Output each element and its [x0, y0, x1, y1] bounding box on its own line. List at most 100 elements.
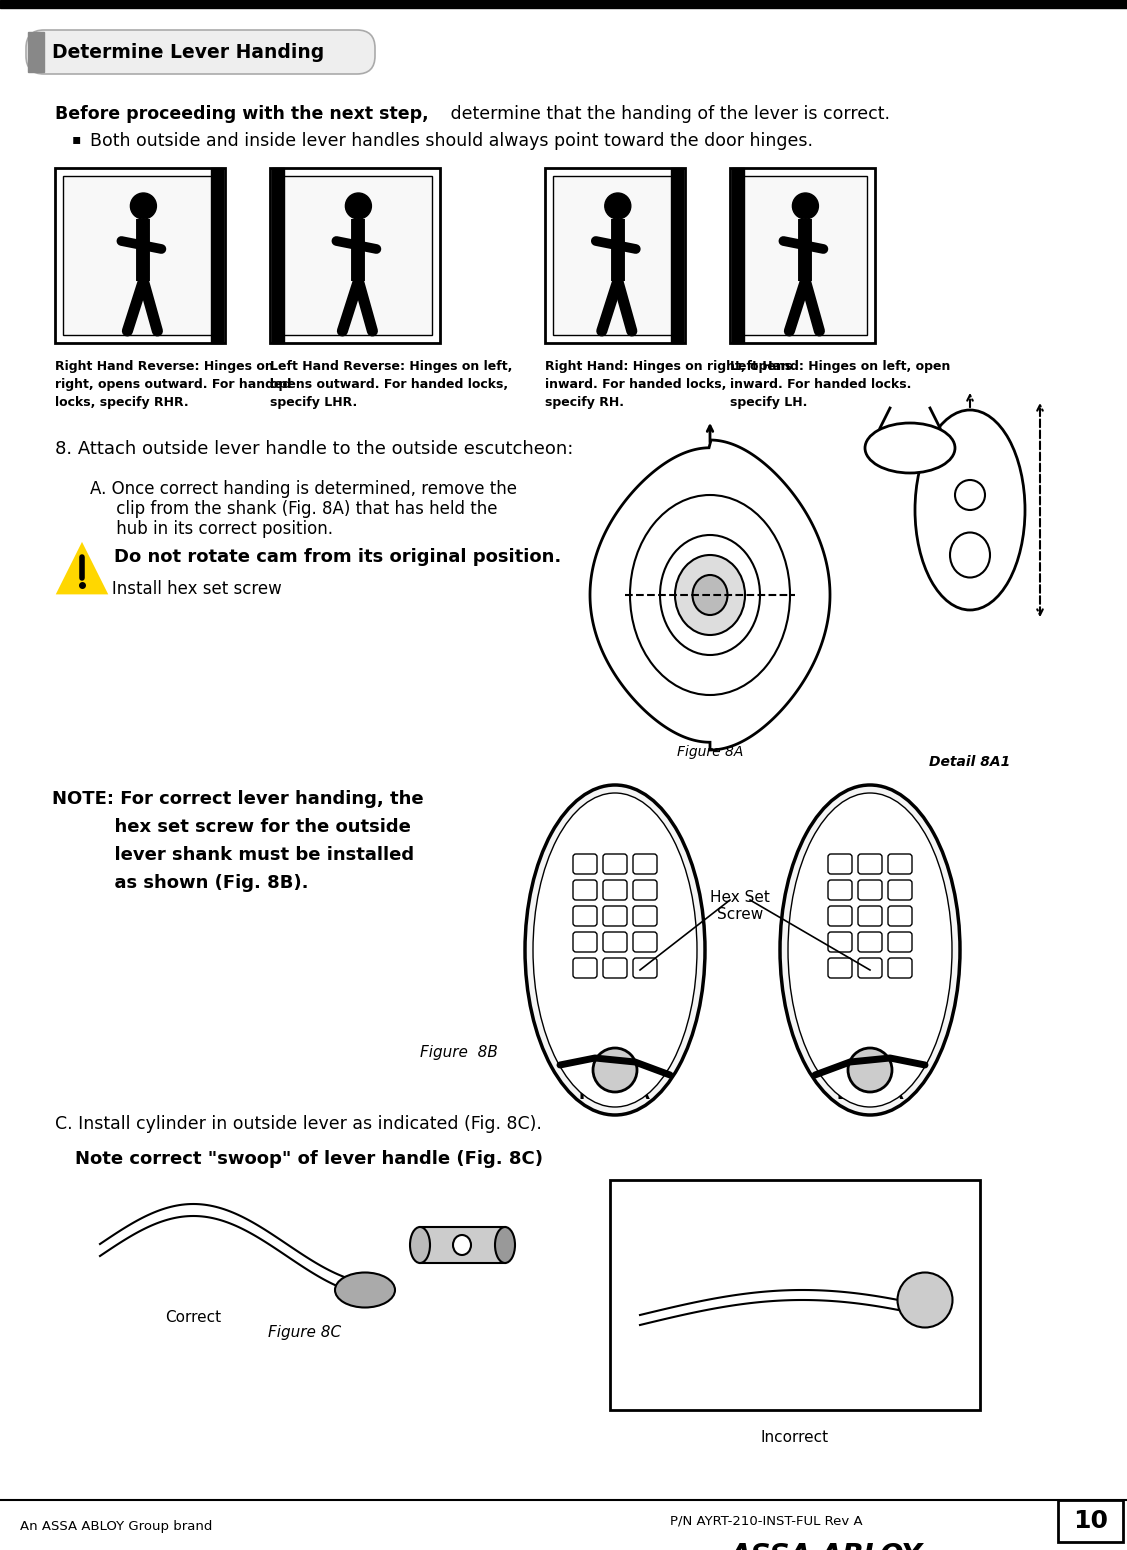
FancyBboxPatch shape: [858, 907, 882, 925]
Text: Note correct "swoop" of lever handle (Fig. 8C): Note correct "swoop" of lever handle (Fi…: [76, 1150, 543, 1169]
FancyBboxPatch shape: [26, 29, 375, 74]
Bar: [671, 167, 683, 343]
Text: Figure  8B: Figure 8B: [420, 1045, 498, 1060]
Text: Left Hand: Hinges on left, open: Left Hand: Hinges on left, open: [730, 360, 950, 374]
FancyBboxPatch shape: [888, 958, 912, 978]
Bar: [553, 177, 677, 335]
Text: clip from the shank (Fig. 8A) that has held the: clip from the shank (Fig. 8A) that has h…: [90, 501, 497, 518]
Text: C. Install cylinder in outside lever as indicated (Fig. 8C).: C. Install cylinder in outside lever as …: [55, 1114, 542, 1133]
Bar: [272, 167, 284, 343]
Circle shape: [792, 194, 818, 219]
Text: Hex Set
Screw: Hex Set Screw: [710, 890, 770, 922]
Text: inward. For handed locks.: inward. For handed locks.: [730, 378, 912, 391]
Text: Detail 8A1: Detail 8A1: [930, 755, 1011, 769]
FancyBboxPatch shape: [573, 907, 597, 925]
Text: An ASSA ABLOY Group brand: An ASSA ABLOY Group brand: [20, 1521, 212, 1533]
FancyBboxPatch shape: [888, 854, 912, 874]
Polygon shape: [57, 546, 106, 594]
Text: as shown (Fig. 8B).: as shown (Fig. 8B).: [52, 874, 309, 891]
FancyBboxPatch shape: [573, 958, 597, 978]
Bar: [55, 167, 225, 343]
FancyBboxPatch shape: [573, 932, 597, 952]
Ellipse shape: [915, 411, 1024, 611]
FancyBboxPatch shape: [28, 33, 44, 71]
FancyBboxPatch shape: [603, 854, 627, 874]
FancyBboxPatch shape: [603, 958, 627, 978]
Text: locks, specify RHR.: locks, specify RHR.: [55, 395, 188, 409]
Bar: [0, 0, 1127, 8]
FancyBboxPatch shape: [828, 854, 852, 874]
Text: specify LH.: specify LH.: [730, 395, 807, 409]
Ellipse shape: [495, 1228, 515, 1263]
Text: B. Install hex set screw: B. Install hex set screw: [90, 580, 282, 598]
Text: LH/LHR: LH/LHR: [836, 1085, 904, 1104]
Text: right, opens outward. For handed: right, opens outward. For handed: [55, 378, 292, 391]
Ellipse shape: [630, 494, 790, 694]
Polygon shape: [591, 440, 829, 750]
Bar: [211, 167, 223, 343]
Bar: [730, 167, 875, 343]
Circle shape: [593, 1048, 637, 1093]
Ellipse shape: [897, 1273, 952, 1327]
Text: hub in its correct position.: hub in its correct position.: [90, 519, 332, 538]
Text: Correct: Correct: [165, 1310, 221, 1325]
Text: Determine Lever Handing: Determine Lever Handing: [52, 42, 325, 62]
Text: ASSA ABLOY: ASSA ABLOY: [730, 1542, 923, 1550]
Text: Right Hand Reverse: Hinges on: Right Hand Reverse: Hinges on: [55, 360, 274, 374]
Bar: [738, 177, 867, 335]
Text: A. Once correct handing is determined, remove the: A. Once correct handing is determined, r…: [90, 480, 517, 498]
FancyBboxPatch shape: [858, 880, 882, 901]
Text: Figure 8C: Figure 8C: [268, 1325, 341, 1341]
Text: ▪: ▪: [72, 132, 81, 146]
FancyBboxPatch shape: [858, 854, 882, 874]
FancyBboxPatch shape: [828, 932, 852, 952]
FancyBboxPatch shape: [603, 880, 627, 901]
Text: opens outward. For handed locks,: opens outward. For handed locks,: [270, 378, 508, 391]
Text: lever shank must be installed: lever shank must be installed: [52, 846, 414, 863]
Bar: [545, 167, 685, 343]
FancyBboxPatch shape: [633, 854, 657, 874]
Ellipse shape: [780, 784, 960, 1114]
FancyBboxPatch shape: [828, 880, 852, 901]
Bar: [63, 177, 218, 335]
Ellipse shape: [453, 1235, 471, 1256]
Text: hex set screw for the outside: hex set screw for the outside: [52, 818, 411, 835]
FancyBboxPatch shape: [828, 907, 852, 925]
Ellipse shape: [866, 423, 955, 473]
Text: specify LHR.: specify LHR.: [270, 395, 357, 409]
Bar: [733, 167, 744, 343]
Ellipse shape: [692, 575, 728, 615]
FancyBboxPatch shape: [603, 907, 627, 925]
Text: Both outside and inside lever handles should always point toward the door hinges: Both outside and inside lever handles sh…: [90, 132, 813, 150]
Bar: [278, 177, 432, 335]
FancyBboxPatch shape: [858, 932, 882, 952]
FancyBboxPatch shape: [828, 958, 852, 978]
Text: 10: 10: [1074, 1510, 1109, 1533]
FancyBboxPatch shape: [573, 854, 597, 874]
Text: specify RH.: specify RH.: [545, 395, 624, 409]
Circle shape: [345, 194, 372, 219]
Bar: [270, 167, 440, 343]
Text: Right Hand: Hinges on right, opens: Right Hand: Hinges on right, opens: [545, 360, 792, 374]
FancyBboxPatch shape: [888, 880, 912, 901]
Text: Left Hand Reverse: Hinges on left,: Left Hand Reverse: Hinges on left,: [270, 360, 513, 374]
Ellipse shape: [950, 533, 990, 578]
Text: Before proceeding with the next step,: Before proceeding with the next step,: [55, 105, 428, 122]
FancyBboxPatch shape: [633, 907, 657, 925]
FancyBboxPatch shape: [603, 932, 627, 952]
FancyBboxPatch shape: [633, 932, 657, 952]
FancyBboxPatch shape: [633, 958, 657, 978]
Ellipse shape: [533, 794, 696, 1107]
Text: 8. Attach outside lever handle to the outside escutcheon:: 8. Attach outside lever handle to the ou…: [55, 440, 574, 457]
Ellipse shape: [525, 784, 706, 1114]
Text: RH/RHR: RH/RHR: [579, 1085, 651, 1104]
Text: inward. For handed locks,: inward. For handed locks,: [545, 378, 727, 391]
Text: Figure 8A: Figure 8A: [677, 746, 743, 760]
Ellipse shape: [335, 1273, 394, 1308]
Text: Incorrect: Incorrect: [761, 1431, 829, 1445]
Ellipse shape: [675, 555, 745, 636]
Text: Do not rotate cam from its original position.: Do not rotate cam from its original posi…: [114, 549, 561, 566]
Text: P/N AYRT-210-INST-FUL Rev A: P/N AYRT-210-INST-FUL Rev A: [669, 1514, 862, 1528]
Bar: [420, 1228, 505, 1263]
Text: NOTE: For correct lever handing, the: NOTE: For correct lever handing, the: [52, 790, 424, 808]
